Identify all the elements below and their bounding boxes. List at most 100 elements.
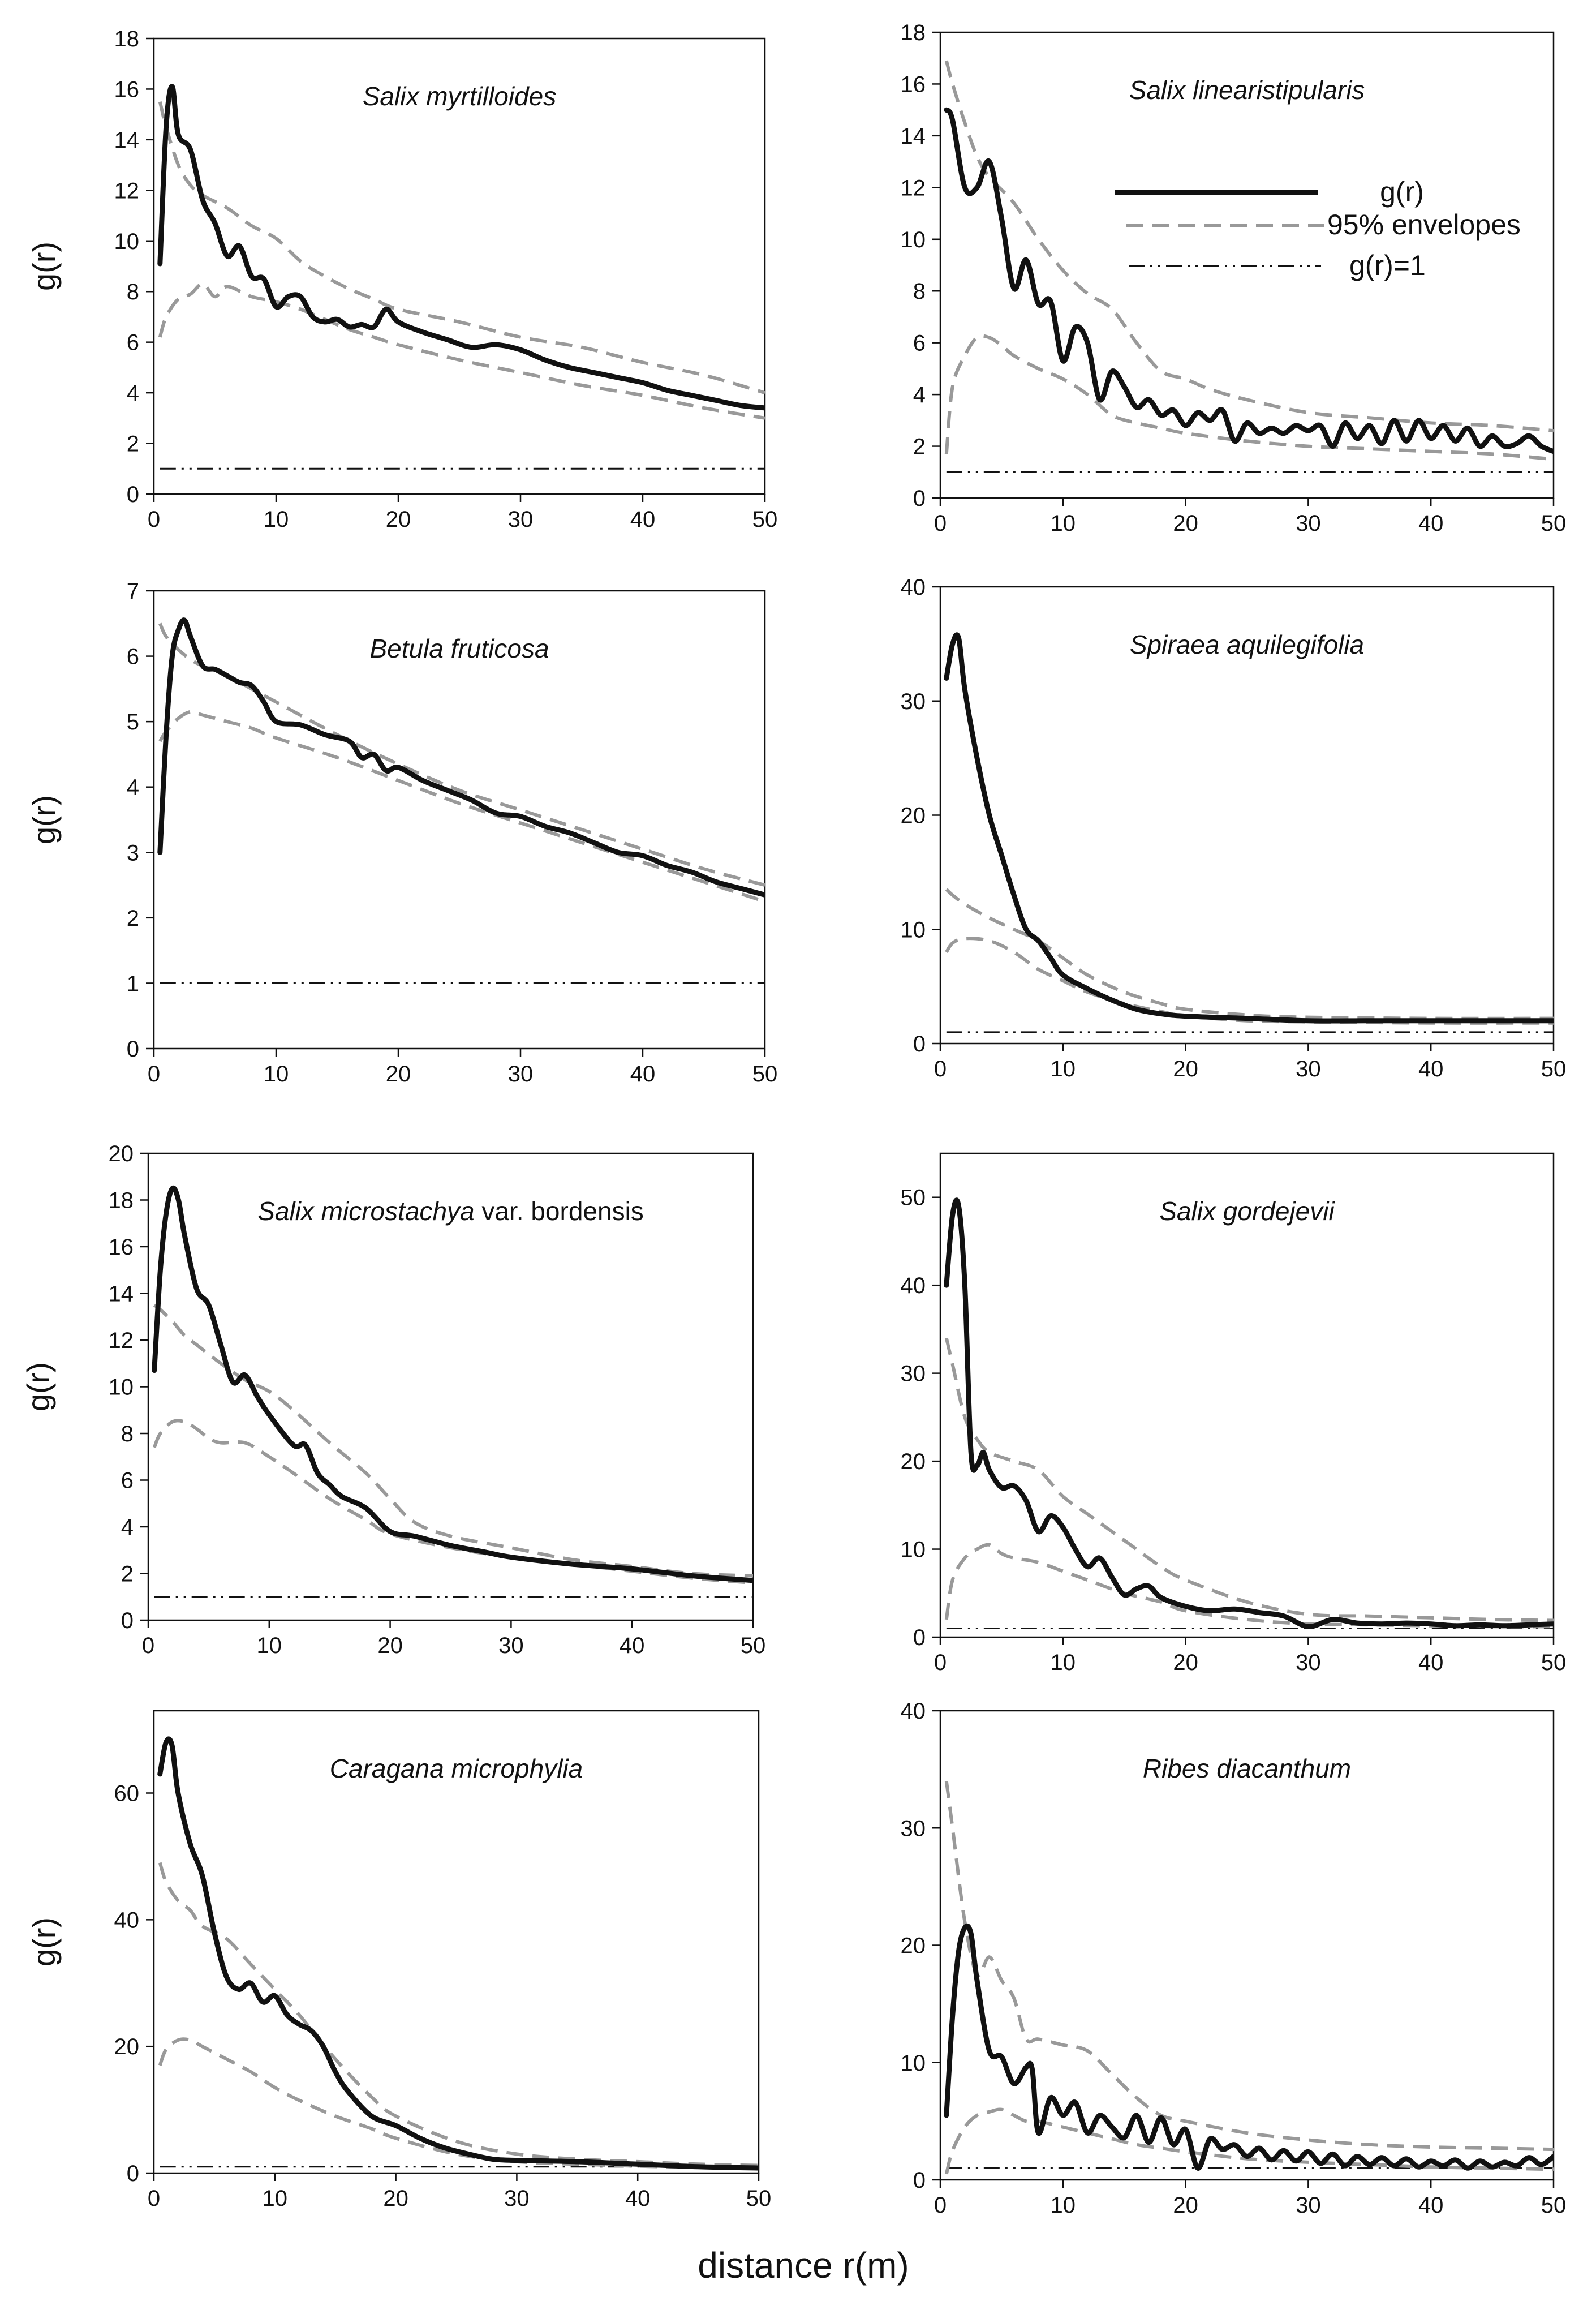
x-tick-label: 50: [752, 1062, 778, 1087]
y-tick-label: 0: [127, 1037, 139, 1062]
x-tick-label: 40: [1418, 1057, 1444, 1081]
y-tick-label: 2: [127, 906, 139, 931]
legend: g(r)95% envelopes g(r)=1: [1115, 176, 1521, 281]
y-axis-title: g(r): [26, 795, 62, 844]
panel-title: Ribes diacanthum: [1143, 1754, 1351, 1783]
panel-5: 0 10 20 30 40 50 0 2 4 6 8 10 12 14 16 18 20 g(r) Salix mi…: [20, 1141, 765, 1658]
x-tick-label: 40: [625, 2186, 651, 2211]
series-gr-line: [944, 632, 1554, 1024]
x-tick-label: 40: [630, 507, 656, 532]
series-group: [157, 84, 765, 470]
panel-title: Salix microstachya var. bordensis: [257, 1196, 644, 1226]
y-tick-label: 10: [114, 229, 140, 254]
y-tick-label: 6: [127, 645, 139, 669]
series-gr-line: [944, 1923, 1554, 2171]
y-tick-label: 10: [901, 1538, 926, 1562]
y-tick-label: 16: [901, 72, 926, 97]
y-tick-label: 12: [901, 175, 926, 200]
y-tick-label: 4: [913, 383, 926, 407]
legend-label: 95% envelopes: [1327, 209, 1521, 241]
series-envelope-upper: [944, 1337, 1554, 1622]
y-tick-label: 6: [127, 330, 139, 355]
y-tick-label: 10: [901, 917, 926, 942]
y-tick-label: 40: [114, 1908, 140, 1933]
y-tick-label: 20: [901, 1934, 926, 1959]
y-axis-title: g(r): [26, 242, 62, 291]
x-tick-label: 50: [752, 507, 778, 532]
x-tick-label: 50: [1541, 1650, 1567, 1675]
y-tick-label: 4: [127, 381, 139, 406]
y-tick-label: 0: [127, 482, 139, 507]
panel-3: 0 10 20 30 40 50 0 1 2 3 4 5 6 7 g(r) Betula fruticosa: [26, 579, 777, 1087]
x-tick-label: 10: [257, 1633, 282, 1658]
y-tick-label: 8: [127, 280, 139, 304]
y-tick-label: 20: [901, 1449, 926, 1474]
y-tick-label: 16: [114, 77, 140, 102]
x-tick-label: 20: [1173, 2193, 1198, 2218]
x-tick-label: 30: [1296, 1057, 1321, 1081]
panel-title: Salix gordejevii: [1159, 1196, 1335, 1226]
y-tick-label: 12: [114, 178, 140, 203]
plot-frame: [153, 1710, 760, 2174]
x-tick-label: 40: [630, 1062, 656, 1087]
y-tick-label: 40: [901, 1273, 926, 1298]
y-tick-label: 5: [127, 710, 139, 735]
panel-title: Caragana microphylia: [330, 1754, 583, 1783]
y-tick-label: 2: [121, 1562, 134, 1587]
y-tick-label: 0: [913, 2168, 926, 2193]
panel-6: 0 10 20 30 40 50 0 10 20 30 40 50 Salix gordejevii: [901, 1152, 1567, 1675]
x-axis-title: distance r(m): [698, 2245, 909, 2286]
x-tick-label: 40: [1418, 511, 1444, 536]
y-tick-label: 14: [109, 1282, 134, 1307]
x-tick-label: 30: [1296, 511, 1321, 536]
y-axis-title: g(r): [26, 1917, 62, 1967]
y-tick-label: 30: [901, 1816, 926, 1841]
y-tick-label: 6: [121, 1469, 134, 1493]
series-envelope-lower: [944, 334, 1554, 461]
series-group: [944, 632, 1554, 1033]
series-envelope-upper: [158, 622, 765, 887]
y-tick-label: 4: [121, 1515, 134, 1540]
plot-frame: [939, 1152, 1555, 1638]
y-tick-label: 30: [901, 1362, 926, 1386]
y-tick-label: 16: [109, 1235, 134, 1260]
x-tick-label: 10: [1051, 1057, 1076, 1081]
x-tick-label: 0: [142, 1633, 154, 1658]
series-envelope-upper: [158, 1862, 759, 2167]
x-tick-label: 20: [1173, 511, 1198, 536]
y-tick-label: 20: [901, 804, 926, 828]
series-envelope-lower: [158, 2037, 759, 2170]
series-group: [944, 1197, 1554, 1629]
y-axis-title: g(r): [20, 1362, 56, 1411]
series-group: [152, 1185, 753, 1598]
series-envelope-lower: [158, 710, 765, 903]
y-tick-label: 10: [109, 1375, 134, 1400]
y-tick-label: 2: [913, 435, 926, 460]
x-tick-label: 0: [148, 1062, 160, 1087]
y-tick-label: 40: [901, 575, 926, 600]
x-tick-label: 30: [508, 1062, 534, 1087]
y-tick-label: 14: [114, 128, 140, 153]
y-tick-label: 6: [913, 331, 926, 356]
y-tick-label: 8: [913, 279, 926, 304]
series-gr-line: [157, 1736, 759, 2171]
y-tick-label: 60: [114, 1781, 140, 1806]
x-tick-label: 40: [1418, 2193, 1444, 2218]
y-tick-label: 14: [901, 124, 926, 149]
y-tick-label: 7: [127, 579, 139, 604]
panel-title: Spiraea aquilegifolia: [1130, 630, 1364, 659]
y-tick-label: 8: [121, 1422, 134, 1446]
series-group: [944, 60, 1554, 473]
x-tick-label: 30: [504, 2186, 530, 2211]
plot-frame: [153, 590, 766, 1050]
x-tick-label: 30: [508, 507, 534, 532]
panel-8: 0 10 20 30 40 50 0 10 20 30 40 Ribes diacanthum: [901, 1699, 1567, 2218]
x-tick-label: 0: [148, 2186, 160, 2211]
y-tick-label: 40: [901, 1699, 926, 1724]
x-tick-label: 50: [1541, 1057, 1567, 1081]
panel-title: Betula fruticosa: [369, 634, 549, 663]
x-tick-label: 20: [386, 507, 411, 532]
y-tick-label: 4: [127, 775, 139, 800]
x-tick-label: 0: [934, 1650, 947, 1675]
